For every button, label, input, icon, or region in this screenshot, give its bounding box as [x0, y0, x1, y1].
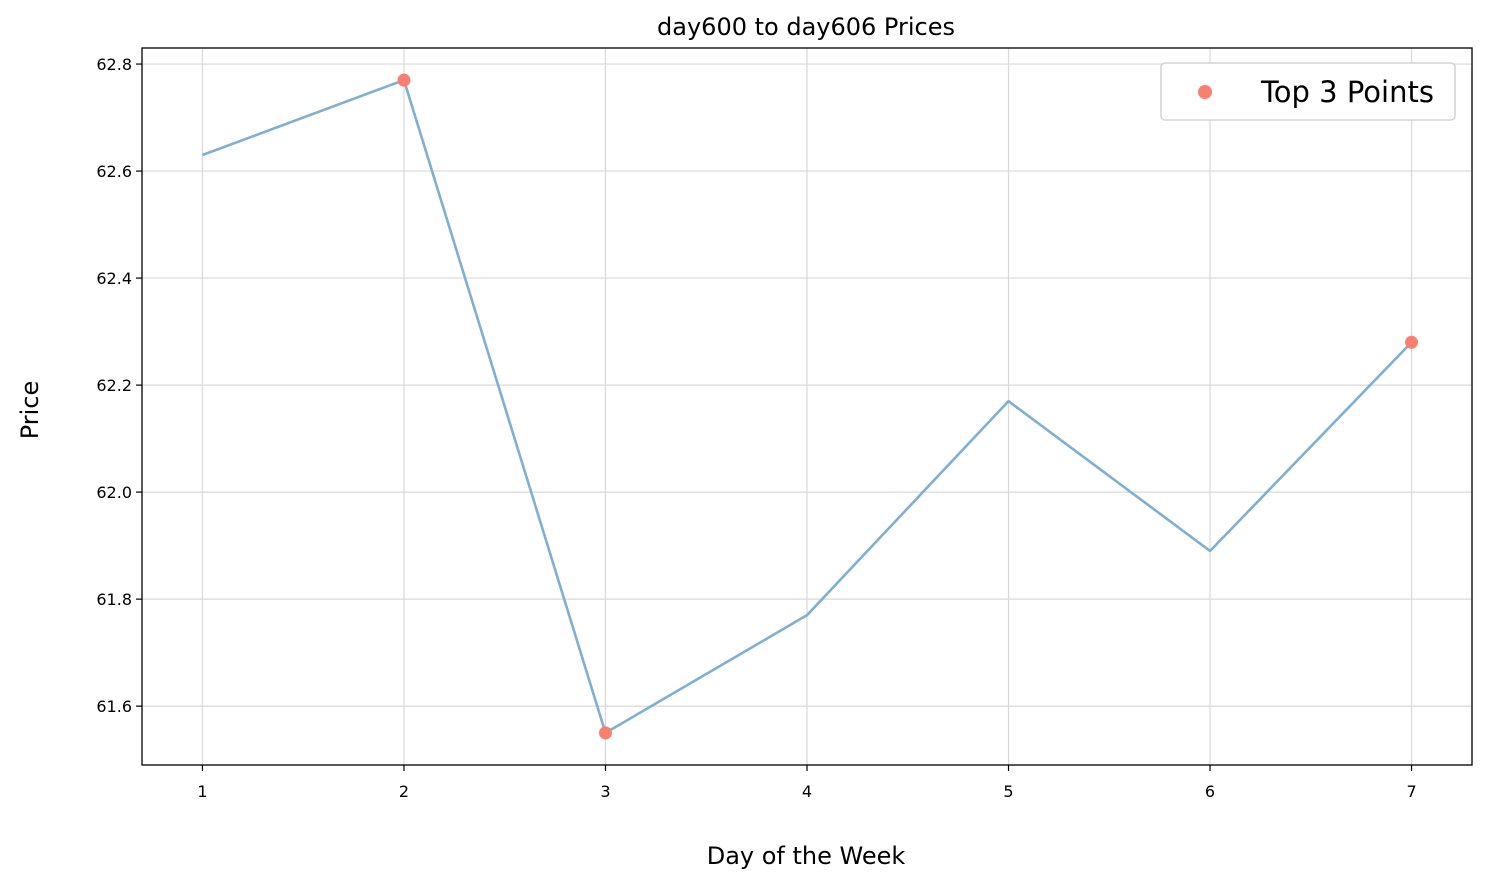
legend-label: Top 3 Points — [1260, 75, 1434, 109]
x-tick-label: 3 — [600, 782, 610, 801]
y-axis-ticks: 61.6 61.8 62.0 62.2 62.4 62.6 62.8 — [96, 55, 142, 716]
y-tick-label: 61.6 — [96, 697, 132, 716]
x-tick-label: 5 — [1003, 782, 1013, 801]
y-tick-label: 62.2 — [96, 376, 132, 395]
chart-title: day600 to day606 Prices — [657, 13, 955, 41]
legend-marker — [1198, 85, 1212, 99]
legend-box — [1160, 62, 1456, 121]
x-axis-title: Day of the Week — [707, 842, 906, 870]
x-tick-label: 4 — [802, 782, 812, 801]
x-tick-label: 2 — [399, 782, 409, 801]
y-tick-label: 62.8 — [96, 55, 132, 74]
y-tick-label: 61.8 — [96, 590, 132, 609]
y-tick-label: 62.0 — [96, 483, 132, 502]
x-tick-label: 7 — [1406, 782, 1416, 801]
top-point-marker — [1405, 335, 1419, 349]
x-tick-label: 6 — [1205, 782, 1215, 801]
x-tick-label: 1 — [197, 782, 207, 801]
top-point-marker — [598, 726, 612, 740]
y-axis-title: Price — [16, 381, 44, 440]
y-tick-label: 62.4 — [96, 269, 132, 288]
top-point-marker — [397, 73, 411, 87]
y-tick-label: 62.6 — [96, 162, 132, 181]
legend: Top 3 Points — [1160, 62, 1456, 121]
series-layer — [202, 73, 1419, 740]
x-axis-ticks: 1 2 3 4 5 6 7 — [197, 765, 1417, 801]
